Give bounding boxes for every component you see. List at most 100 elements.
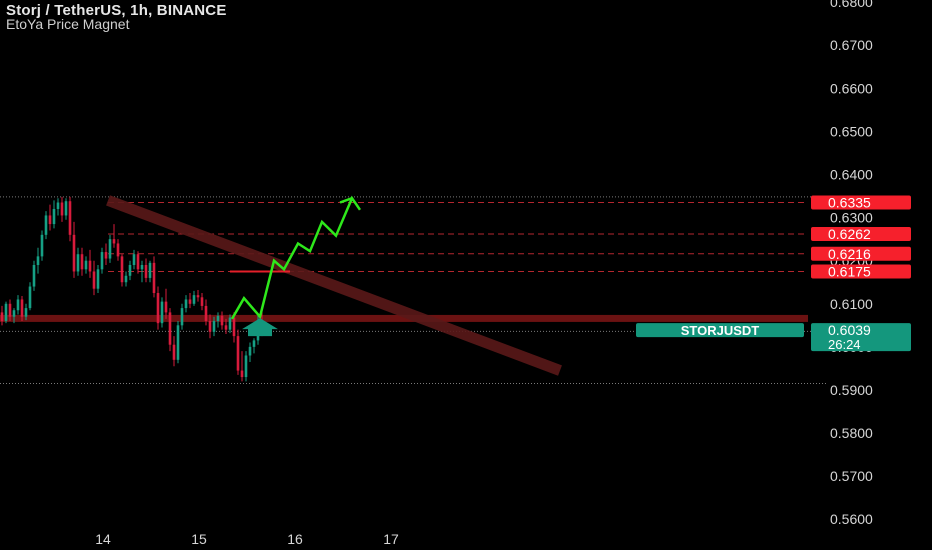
- candle: [152, 256, 156, 298]
- projection-cap: [339, 197, 353, 204]
- candle: [32, 260, 36, 291]
- candle: [160, 297, 164, 328]
- candle-body: [140, 265, 144, 270]
- annotations-layer: [230, 195, 362, 337]
- candle: [220, 311, 224, 330]
- candle: [124, 271, 128, 287]
- support-zone: [0, 314, 808, 322]
- candle: [0, 305, 4, 326]
- candle-body: [64, 201, 68, 216]
- candle: [212, 316, 216, 337]
- candle-body: [76, 254, 80, 272]
- candle: [112, 224, 116, 248]
- candle-body: [208, 321, 212, 332]
- candle: [164, 288, 168, 319]
- candle-body: [192, 295, 196, 304]
- candle: [20, 296, 24, 322]
- candle: [236, 329, 240, 375]
- trendline-layer: [106, 195, 562, 376]
- candle-body: [244, 355, 248, 378]
- candle-body: [144, 265, 148, 278]
- price-tick-label: 0.6800: [830, 0, 873, 10]
- candle-body: [252, 340, 256, 347]
- candle-body: [200, 297, 204, 306]
- candle-body: [132, 254, 136, 265]
- candle: [96, 265, 100, 294]
- time-axis[interactable]: 14 15 16 17: [95, 531, 399, 547]
- candle-body: [72, 234, 76, 272]
- candle-body: [68, 201, 72, 235]
- candle-body: [0, 312, 4, 322]
- price-level-label: 0.6175: [828, 263, 871, 279]
- price-tick-label: 0.6500: [830, 123, 873, 139]
- indicator-name[interactable]: EtoYa Price Magnet: [6, 16, 130, 32]
- candle: [92, 260, 96, 296]
- candle: [64, 198, 68, 220]
- candle: [200, 293, 204, 311]
- candle: [208, 314, 212, 339]
- candle: [28, 282, 32, 311]
- candle-body: [236, 336, 240, 371]
- candle-body: [176, 325, 180, 360]
- candle: [40, 230, 44, 261]
- candle: [180, 303, 184, 330]
- price-tick-label: 0.5700: [830, 468, 873, 484]
- candle: [192, 290, 196, 306]
- candle-body: [16, 299, 20, 311]
- candle: [144, 258, 148, 283]
- candle-body: [216, 315, 220, 322]
- candle: [100, 247, 104, 274]
- candle: [116, 239, 120, 261]
- candle: [240, 351, 244, 382]
- candle: [36, 247, 40, 274]
- candle-body: [8, 303, 12, 317]
- candle: [84, 256, 88, 274]
- candle: [168, 308, 172, 352]
- price-tick-label: 0.6400: [830, 167, 873, 183]
- candle: [224, 318, 228, 334]
- candle: [48, 204, 52, 231]
- candle: [60, 196, 64, 222]
- candle-body: [232, 317, 236, 337]
- price-tick-label: 0.6100: [830, 296, 873, 312]
- candle: [128, 260, 132, 281]
- candle: [140, 260, 144, 283]
- price-level-label: 0.6335: [828, 195, 871, 211]
- up-arrow-icon: [242, 318, 278, 337]
- symbol-label: STORJUSDT: [681, 323, 760, 338]
- price-tick-label: 0.5800: [830, 425, 873, 441]
- candle-body: [224, 325, 228, 330]
- candle-body: [228, 317, 232, 330]
- candle-body: [60, 202, 64, 216]
- candle: [252, 338, 256, 354]
- candle-body: [20, 299, 24, 317]
- time-tick-label: 17: [383, 531, 399, 547]
- candle: [44, 211, 48, 240]
- candle-body: [172, 344, 176, 360]
- price-tag-box: [811, 226, 911, 241]
- candle: [228, 314, 232, 334]
- candle: [156, 286, 160, 330]
- candle-body: [52, 208, 56, 225]
- dashed-levels-layer: [0, 196, 828, 384]
- candle-body: [40, 234, 44, 257]
- chart-title: Storj / TetherUS, 1h, BINANCE: [6, 2, 227, 19]
- candle-body: [136, 254, 140, 270]
- candle-body: [24, 308, 28, 317]
- candle: [204, 299, 208, 326]
- candle-body: [148, 262, 152, 278]
- candle-body: [108, 239, 112, 259]
- candle-body: [112, 239, 116, 244]
- candle: [196, 289, 200, 302]
- candle: [56, 198, 60, 216]
- candle: [216, 312, 220, 328]
- candle-body: [128, 265, 132, 276]
- candle-body: [84, 260, 88, 270]
- candle: [136, 251, 140, 274]
- candle: [52, 200, 56, 229]
- candle-body: [168, 312, 172, 345]
- candle-body: [152, 262, 156, 294]
- time-tick-label: 16: [287, 531, 303, 547]
